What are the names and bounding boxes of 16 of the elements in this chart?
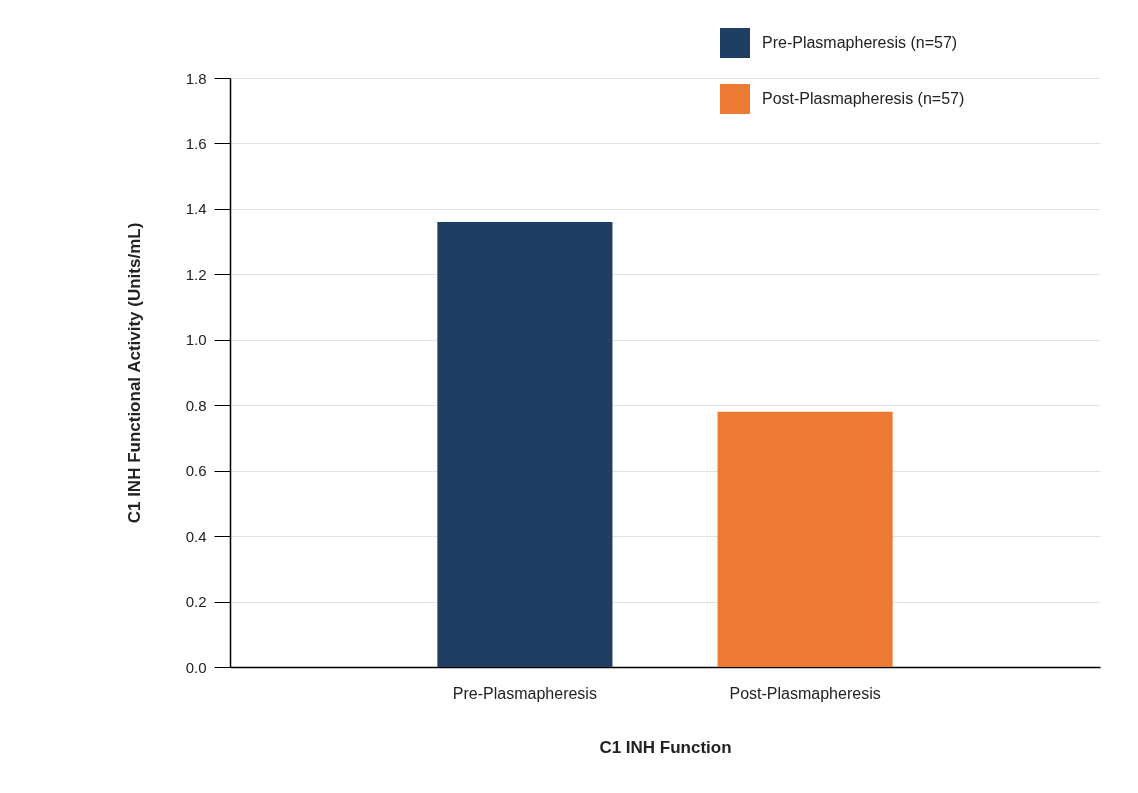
y-tick-label: 0.2 bbox=[185, 593, 207, 611]
y-tick-label: 0.8 bbox=[185, 396, 207, 414]
x-tick-label: Post-Plasmapheresis bbox=[729, 684, 881, 702]
y-tick-label: 1.6 bbox=[185, 134, 207, 152]
y-tick-label: 1.2 bbox=[185, 265, 207, 283]
y-axis-title: C1 INH Functional Activity (Units/mL) bbox=[124, 222, 144, 524]
y-tick-label: 1.4 bbox=[185, 200, 207, 218]
y-tick-label: 0.6 bbox=[185, 462, 207, 480]
y-tick-label: 0.4 bbox=[185, 527, 207, 545]
x-tick-label: Pre-Plasmapheresis bbox=[452, 684, 597, 702]
y-tick-label: 0.0 bbox=[185, 658, 207, 676]
legend-label: Post-Plasmapheresis (n=57) bbox=[762, 90, 965, 107]
y-tick-label: 1.0 bbox=[185, 331, 207, 349]
y-tick-label: 1.8 bbox=[185, 69, 207, 87]
legend-label: Pre-Plasmapheresis (n=57) bbox=[762, 34, 958, 51]
x-axis-title: C1 INH Function bbox=[599, 737, 732, 757]
